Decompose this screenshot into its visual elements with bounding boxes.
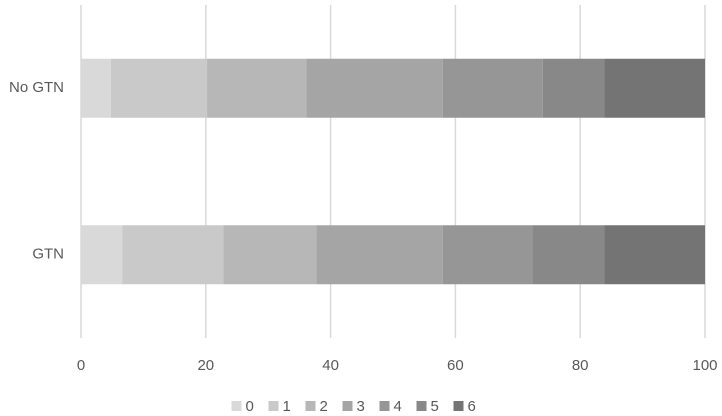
bar-segment <box>316 225 443 285</box>
bar-segment <box>122 225 224 285</box>
legend-label: 5 <box>431 398 439 415</box>
bar-segment <box>442 225 533 285</box>
bar-segment <box>604 58 705 118</box>
legend-swatch <box>268 401 279 411</box>
bar-segment <box>81 58 111 118</box>
bar-segment <box>110 58 208 118</box>
x-tick-label: 0 <box>77 357 85 374</box>
x-tick-label: 80 <box>572 357 589 374</box>
legend-swatch <box>305 401 316 411</box>
x-tick-label: 100 <box>692 357 717 374</box>
bar-segment <box>532 225 605 285</box>
legend-swatch <box>342 401 353 411</box>
legend-swatch <box>379 401 390 411</box>
legend-label: 6 <box>468 398 476 415</box>
bar-segment <box>442 58 543 118</box>
bar-segment <box>207 58 307 118</box>
bar-segment <box>542 58 605 118</box>
bar-segment <box>81 225 123 285</box>
x-tick-label: 20 <box>197 357 214 374</box>
y-tick-label: GTN <box>32 246 64 263</box>
legend-label: 0 <box>246 398 254 415</box>
legend-label: 3 <box>357 398 365 415</box>
legend-swatch <box>453 401 464 411</box>
bar-segment <box>604 225 705 285</box>
x-tick-label: 40 <box>322 357 339 374</box>
legend-swatch <box>416 401 427 411</box>
bar-segment <box>306 58 443 118</box>
legend-label: 4 <box>394 398 402 415</box>
y-tick-label: No GTN <box>9 79 64 96</box>
bar-segment <box>223 225 317 285</box>
legend-label: 2 <box>320 398 328 415</box>
x-tick-label: 60 <box>447 357 464 374</box>
legend-swatch <box>231 401 242 411</box>
legend-label: 1 <box>283 398 291 415</box>
